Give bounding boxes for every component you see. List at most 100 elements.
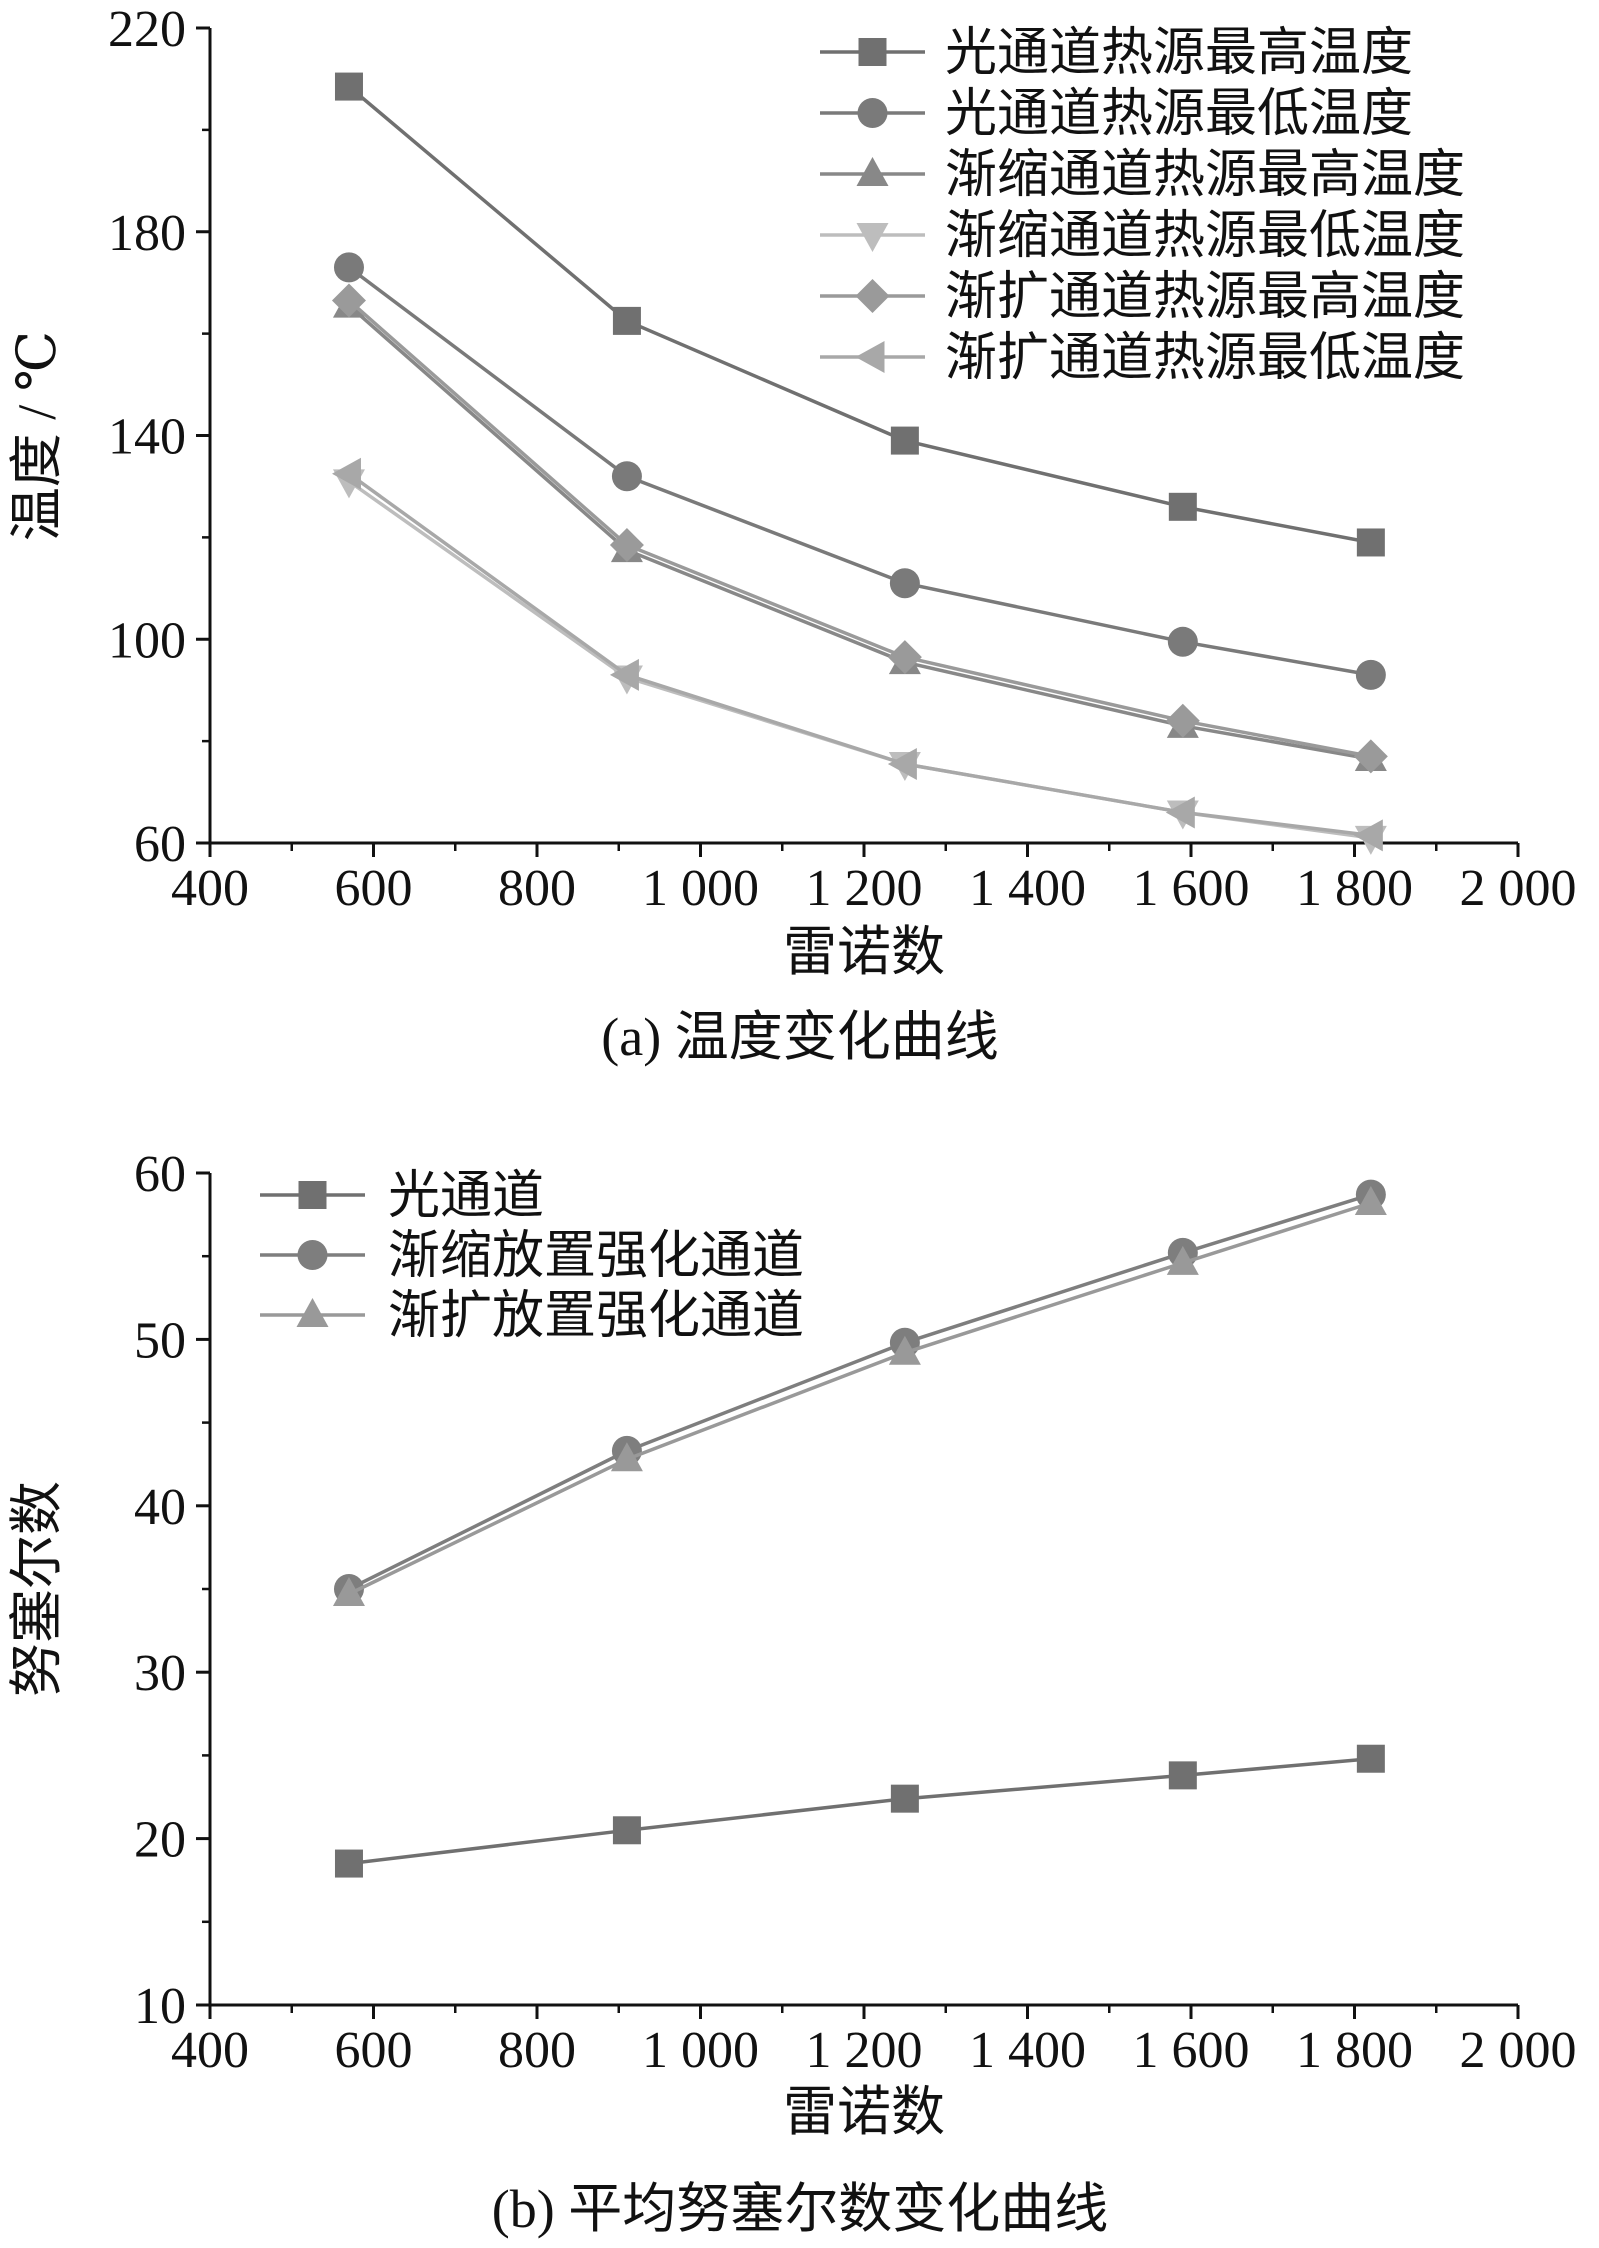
legend-marker — [298, 1181, 327, 1209]
series-6 — [331, 457, 1383, 852]
x-tick-label: 600 — [335, 860, 413, 917]
series-line — [348, 1756, 1371, 1866]
data-point — [334, 1849, 363, 1878]
data-point — [333, 252, 364, 283]
x-tick-label: 400 — [171, 860, 249, 917]
data-point — [334, 72, 363, 101]
caption-a: (a) 温度变化曲线 — [601, 1007, 998, 1067]
y-tick-label: 220 — [108, 1, 186, 58]
data-point — [1166, 1245, 1199, 1275]
data-point — [1167, 626, 1198, 657]
data-point — [332, 1576, 365, 1606]
data-point — [1355, 659, 1386, 690]
legend-item: 渐扩放置强化通道 — [260, 1288, 804, 1345]
legend-marker — [856, 157, 889, 186]
y-tick-label: 20 — [134, 1812, 186, 1869]
legend-item: 光通道热源最高温度 — [820, 25, 1413, 82]
data-point — [1165, 796, 1195, 829]
y-tick-label: 100 — [108, 612, 186, 669]
legend-item: 渐缩通道热源最低温度 — [820, 208, 1465, 265]
data-point — [612, 306, 641, 335]
legend-marker — [855, 279, 890, 313]
data-point — [890, 1784, 919, 1813]
y-tick-label: 40 — [134, 1479, 186, 1536]
legend: 光通道热源最高温度光通道热源最低温度渐缩通道热源最高温度渐缩通道热源最低温度渐扩… — [820, 25, 1465, 387]
legend-label: 光通道热源最低温度 — [945, 86, 1413, 143]
data-point — [1353, 819, 1383, 852]
legend-item: 渐缩通道热源最高温度 — [820, 147, 1465, 204]
y-axis-title: 努塞尔数 — [7, 1481, 67, 1697]
x-tick-label: 800 — [498, 2022, 576, 2079]
data-point — [1165, 703, 1200, 738]
data-point — [1356, 528, 1385, 557]
data-point — [1353, 739, 1388, 774]
legend-label: 光通道 — [388, 1168, 544, 1225]
data-point — [331, 283, 366, 318]
x-tick-label: 1 400 — [969, 2022, 1086, 2079]
legend-item: 渐扩通道热源最高温度 — [820, 269, 1465, 326]
series-line — [347, 472, 1372, 838]
x-tick-label: 1 600 — [1133, 2022, 1250, 2079]
x-tick-label: 800 — [498, 860, 576, 917]
y-tick-label: 140 — [108, 409, 186, 466]
data-point — [612, 1816, 641, 1845]
x-tick-label: 1 200 — [806, 2022, 923, 2079]
legend-marker — [855, 341, 885, 373]
data-point — [609, 528, 644, 563]
data-point — [1168, 1761, 1197, 1790]
legend-label: 渐缩通道热源最低温度 — [945, 208, 1465, 265]
y-tick-label: 30 — [134, 1645, 186, 1702]
series-5 — [331, 283, 1388, 774]
x-axis-title: 雷诺数 — [783, 922, 945, 982]
data-point — [1356, 1744, 1385, 1773]
series-4 — [332, 469, 1387, 855]
x-axis-title: 雷诺数 — [783, 2082, 945, 2142]
legend-label: 渐缩通道热源最高温度 — [945, 147, 1465, 204]
legend-label: 光通道热源最高温度 — [945, 25, 1413, 82]
legend-marker — [858, 38, 887, 66]
data-point — [1354, 1185, 1387, 1215]
data-point — [890, 426, 919, 455]
legend-item: 渐缩放置强化通道 — [260, 1228, 804, 1285]
legend-marker — [857, 98, 888, 128]
x-tick-label: 1 000 — [642, 860, 759, 917]
data-point — [887, 748, 917, 781]
data-point — [887, 640, 922, 675]
data-point — [610, 1442, 643, 1472]
data-point — [1168, 492, 1197, 521]
x-tick-label: 1 800 — [1296, 2022, 1413, 2079]
y-tick-label: 10 — [134, 1978, 186, 2035]
legend-label: 渐扩通道热源最高温度 — [945, 269, 1465, 326]
series-line — [347, 479, 1372, 840]
x-tick-label: 1 600 — [1133, 860, 1250, 917]
y-tick-label: 180 — [108, 205, 186, 262]
y-tick-label: 60 — [134, 1146, 186, 1203]
y-tick-label: 50 — [134, 1312, 186, 1369]
data-point — [609, 658, 639, 691]
x-tick-label: 1 200 — [806, 860, 923, 917]
chart-nusselt: 400 600 800 1 000 1 200 1 400 1 600 1 800 2 000 1… — [7, 1146, 1577, 2142]
legend-label: 渐扩通道热源最低温度 — [945, 330, 1465, 387]
x-tick-label: 1 800 — [1296, 860, 1413, 917]
x-tick-label: 1 400 — [969, 860, 1086, 917]
series-2 — [333, 252, 1386, 690]
x-tick-label: 600 — [335, 2022, 413, 2079]
x-tick-label: 2 000 — [1460, 2022, 1577, 2079]
data-point — [889, 568, 920, 599]
x-tick-label: 2 000 — [1460, 860, 1577, 917]
series-3 — [332, 1185, 1387, 1606]
x-tick-label: 1 000 — [642, 2022, 759, 2079]
series-1 — [334, 1744, 1385, 1878]
legend-item: 光通道 — [260, 1168, 544, 1225]
legend-marker — [856, 223, 889, 252]
data-point — [611, 461, 642, 492]
y-tick-label: 60 — [134, 816, 186, 873]
legend-label: 渐扩放置强化通道 — [388, 1288, 804, 1345]
x-tick-label: 400 — [171, 2022, 249, 2079]
data-point — [331, 457, 361, 490]
legend-label: 渐缩放置强化通道 — [388, 1228, 804, 1285]
chart-temperature: 400 600 800 1 000 1 200 1 400 1 600 1 800 2 000 6… — [7, 1, 1577, 982]
data-point — [888, 1335, 921, 1365]
